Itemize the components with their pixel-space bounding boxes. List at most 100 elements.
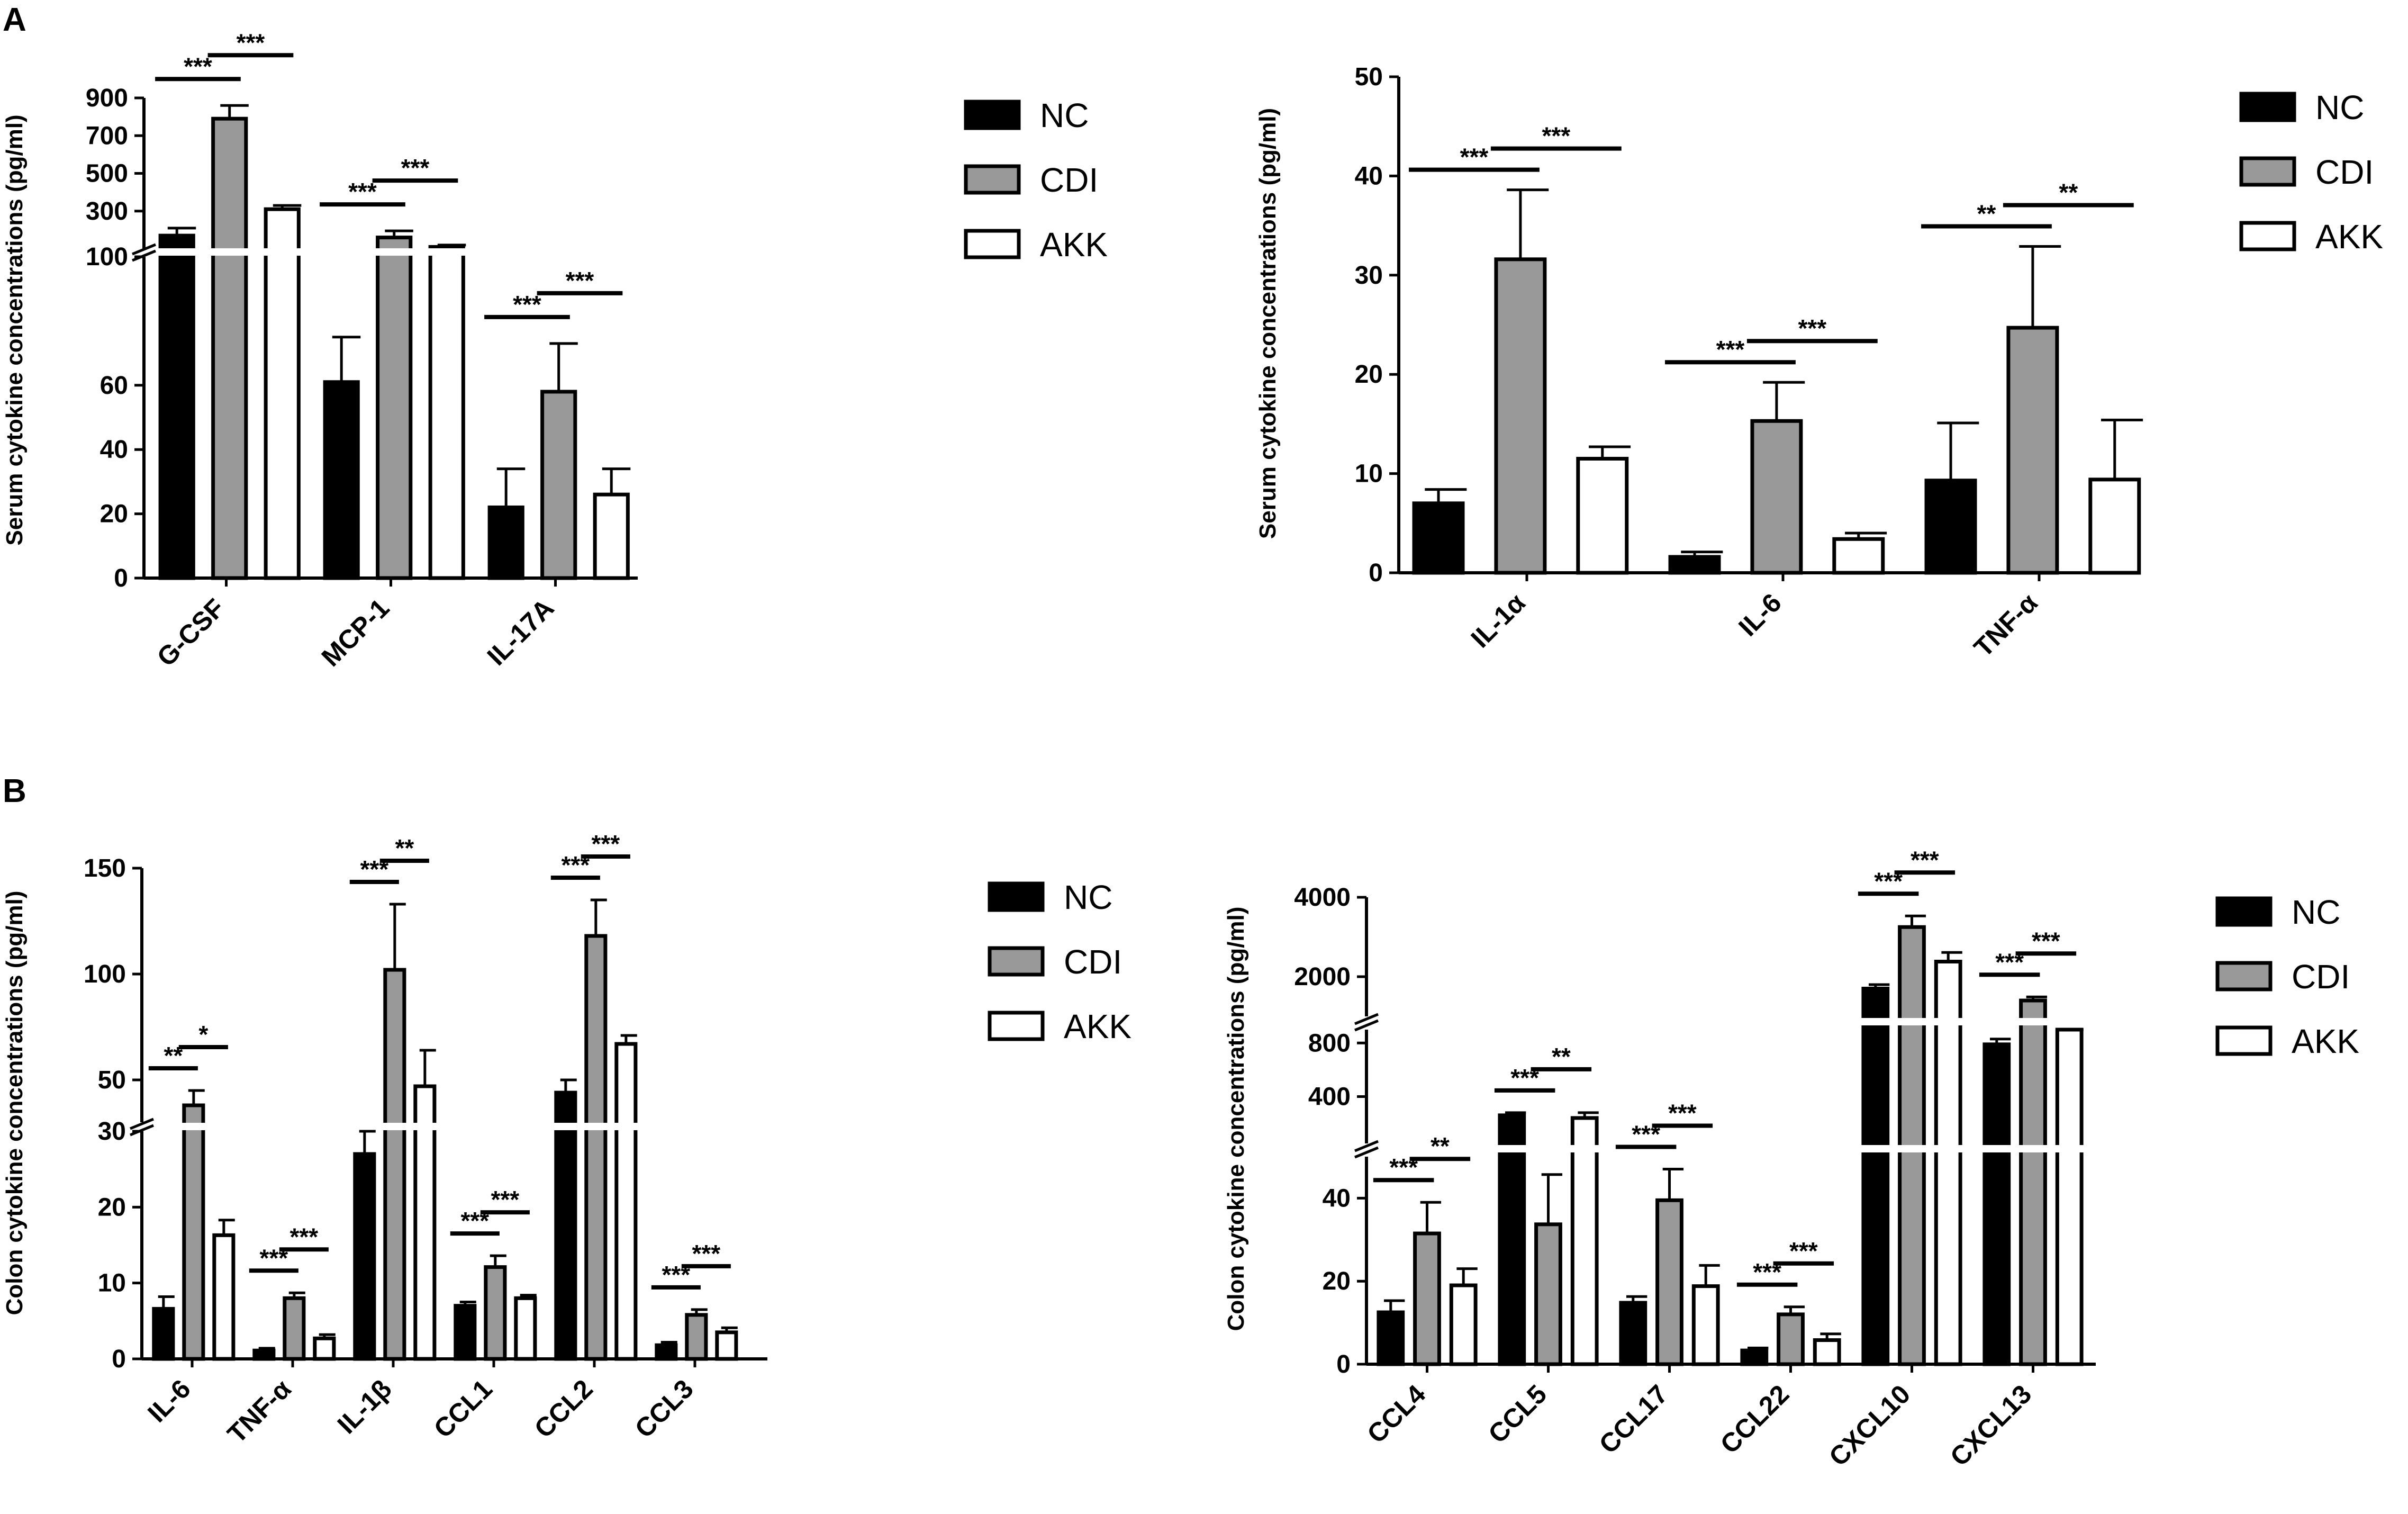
legend-swatch-akk	[2239, 221, 2296, 251]
legend-swatch-nc	[964, 100, 1021, 130]
bar-cdi-il-1	[383, 968, 406, 1361]
category-label-tnf: TNF-α	[222, 1374, 297, 1449]
y-tick-label-300: 300	[86, 197, 128, 226]
bar-cdi-il-6	[1750, 419, 1803, 575]
bar-break-gap	[210, 248, 249, 256]
bar-akk-cxcl13	[2055, 1028, 2084, 1366]
significance-label: ***	[1542, 122, 1570, 150]
category-label-ccl4: CCL4	[1361, 1379, 1431, 1449]
axis-break-mark	[130, 1118, 154, 1130]
bar-break-gap	[613, 1123, 639, 1130]
significance-label: ***	[491, 1186, 519, 1213]
category-label-il-17a: IL-17A	[482, 593, 560, 671]
bar-break-gap	[1860, 1145, 1891, 1152]
bar-nc-cxcl13	[1982, 1042, 2011, 1366]
bar-break-gap	[1496, 1145, 1527, 1152]
y-tick-label-150: 150	[84, 854, 126, 882]
bar-nc-il-1	[353, 1152, 376, 1361]
category-label-ccl3: CCL3	[629, 1374, 699, 1444]
significance-label: ***	[237, 29, 265, 56]
bar-akk-il-6	[212, 1233, 236, 1361]
panel-label-b: B	[3, 773, 26, 809]
y-tick-label-20: 20	[1355, 361, 1383, 389]
category-label-ccl17: CCL17	[1594, 1379, 1674, 1459]
legend-label-cdi: CDI	[2315, 153, 2374, 191]
y-tick-label-800: 800	[1308, 1029, 1351, 1057]
bar-akk-mcp-1	[428, 245, 465, 580]
significance-label: ***	[566, 267, 594, 294]
axis-break-mark	[130, 1124, 154, 1137]
bar-nc-ccl1	[454, 1304, 477, 1361]
legend-label-nc: NC	[1040, 96, 1089, 134]
significance-label: ***	[1716, 336, 1745, 363]
category-label-ccl2: CCL2	[529, 1374, 599, 1444]
bar-akk-g-csf	[264, 207, 301, 580]
significance-label: ***	[591, 830, 620, 858]
significance-label: ***	[401, 154, 430, 182]
legend-swatch-nc	[2239, 92, 2296, 122]
y-axis-label: Colon cytokine concentrations (pg/ml)	[1223, 907, 1249, 1331]
bar-akk-ccl4	[1449, 1283, 1478, 1366]
bar-akk-ccl17	[1691, 1284, 1720, 1366]
category-label-g-csf: G-CSF	[151, 593, 231, 672]
bar-akk-cxcl10	[1934, 960, 1962, 1366]
bar-cdi-il-1	[1494, 257, 1547, 575]
bar-akk-ccl22	[1813, 1338, 1841, 1366]
bar-break-gap	[1981, 1145, 2012, 1152]
legend-label-nc: NC	[2315, 88, 2364, 127]
bar-break-gap	[1933, 1018, 1964, 1025]
significance-label: ***	[692, 1240, 720, 1267]
bar-cdi-il-6	[182, 1103, 205, 1361]
legend-label-nc: NC	[2292, 893, 2340, 931]
y-tick-label-20: 20	[100, 500, 128, 528]
chart-colon-ccl4-to-cxcl13: Colon cytokine concentrations (pg/ml) 0 20…	[1223, 846, 2359, 1472]
bar-cdi-ccl4	[1413, 1231, 1441, 1366]
legend-swatch-akk	[2215, 1025, 2273, 1056]
significance-label: ***	[1460, 143, 1489, 171]
y-tick-label-50: 50	[98, 1066, 126, 1094]
y-tick-label-40: 40	[1355, 162, 1383, 190]
bar-break-gap	[2017, 1018, 2049, 1025]
legend-label-akk: AKK	[1040, 226, 1108, 264]
bar-akk-ccl5	[1570, 1116, 1599, 1366]
y-tick-label-100: 100	[84, 960, 126, 988]
axis-break-mark	[132, 249, 156, 262]
bar-cdi-ccl2	[584, 934, 608, 1361]
legend-label-cdi: CDI	[1040, 161, 1098, 199]
bar-break-gap	[553, 1123, 578, 1130]
y-axis-label: Serum cytokine concentrations (pg/ml)	[2, 114, 28, 545]
significance-label: ***	[1668, 1100, 1697, 1127]
significance-label: ***	[184, 52, 212, 80]
bar-cdi-g-csf	[211, 116, 248, 580]
legend-swatch-nc	[2215, 896, 2273, 927]
y-tick-label-30: 30	[98, 1118, 126, 1146]
bar-cdi-cxcl13	[2019, 998, 2047, 1366]
significance-label: ***	[348, 178, 377, 205]
y-tick-label-0: 0	[112, 1345, 126, 1373]
category-label-il-1: IL-1β	[332, 1374, 397, 1439]
legend-swatch-cdi	[964, 164, 1021, 195]
bar-break-gap	[262, 248, 302, 256]
significance-label: ***	[1789, 1237, 1818, 1265]
bar-nc-il-6	[152, 1306, 175, 1361]
category-label-ccl1: CCL1	[428, 1374, 498, 1444]
category-label-ccl22: CCL22	[1715, 1379, 1795, 1459]
bar-nc-il-1	[1412, 501, 1465, 575]
axis-break-mark	[132, 243, 156, 256]
y-tick-label-10: 10	[98, 1269, 126, 1297]
bar-nc-ccl5	[1498, 1113, 1526, 1366]
significance-label: ***	[513, 291, 541, 318]
y-tick-label-4000: 4000	[1294, 884, 1351, 912]
y-tick-label-30: 30	[1355, 262, 1383, 290]
axis-break-mark	[1354, 1146, 1379, 1159]
axis-break-mark	[1354, 1140, 1379, 1152]
bar-akk-tnf	[2088, 477, 2141, 575]
category-label-il-6: IL-6	[142, 1374, 196, 1428]
bar-break-gap	[1896, 1018, 1927, 1025]
bar-break-gap	[1569, 1145, 1600, 1152]
y-tick-label-40: 40	[1323, 1184, 1351, 1212]
bar-nc-il-6	[1668, 555, 1721, 575]
bar-nc-cxcl10	[1861, 987, 1890, 1366]
significance-label: ***	[2032, 927, 2060, 954]
